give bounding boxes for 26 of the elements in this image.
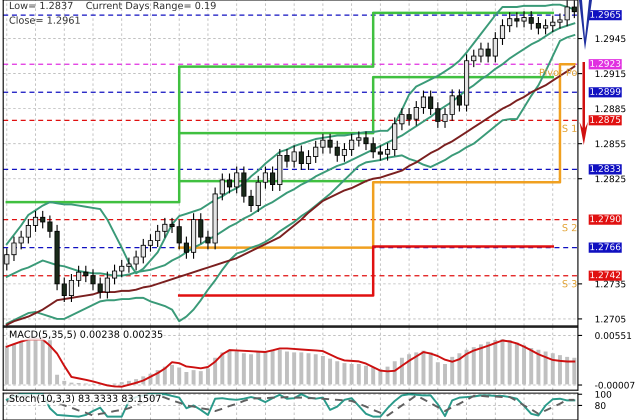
y-tick-label: 1.2855 bbox=[596, 140, 626, 148]
y-tick-label: 1.2825 bbox=[596, 175, 626, 182]
annotation: S 2 bbox=[562, 224, 576, 232]
y-tick-label: 0.00551 bbox=[595, 332, 632, 339]
ref-line-label: 1.2833 bbox=[590, 165, 620, 172]
annotation: Close= 1.2961 bbox=[9, 16, 80, 24]
annotation: S 3 bbox=[562, 280, 577, 288]
y-tick-label: -0.00007 bbox=[595, 382, 634, 389]
annotation: Low= 1.2837 Current Days Range= 0.19 bbox=[10, 2, 216, 12]
ref-line-label: 1.2742 bbox=[590, 271, 620, 278]
ref-line-label: 1.2790 bbox=[590, 215, 620, 222]
ref-line-label: 1.2965 bbox=[590, 10, 620, 18]
y-tick-label: 1.2915 bbox=[596, 70, 626, 78]
ref-line-label: 1.2875 bbox=[590, 116, 620, 123]
y-tick-label: 1.2885 bbox=[596, 105, 626, 112]
y-tick-label: 1.2735 bbox=[596, 280, 626, 288]
y-tick-label: 1.2945 bbox=[596, 35, 626, 42]
chart-title: Stoch(10,3,3) 83.3333 83.1507 bbox=[10, 394, 161, 404]
y-tick-label: 1.2705 bbox=[596, 316, 626, 322]
y-tick-label: 80 bbox=[595, 402, 606, 409]
chart-title: MACD(5,35,5) 0.00238 0.00235 bbox=[10, 330, 162, 339]
ref-line-label: 1.2923 bbox=[590, 60, 620, 67]
y-tick-label: 100 bbox=[596, 390, 612, 398]
annotation: S 1 bbox=[562, 124, 576, 132]
ref-line-label: 1.2766 bbox=[590, 243, 620, 250]
ref-line-label: 1.2899 bbox=[590, 88, 620, 95]
